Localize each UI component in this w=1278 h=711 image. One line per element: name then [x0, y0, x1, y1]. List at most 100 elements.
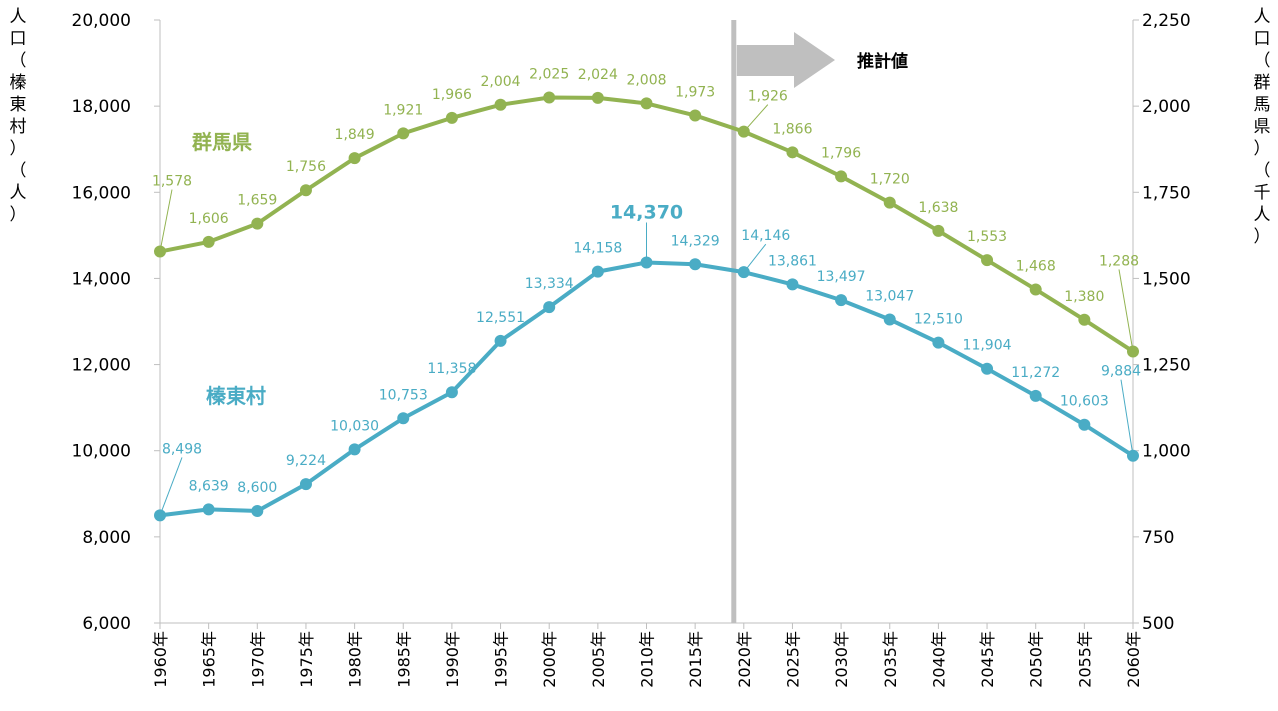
shinto-data-point — [397, 412, 410, 425]
x-tick-label: 1980年 — [346, 631, 365, 688]
shinto-data-point — [445, 386, 458, 399]
projection-layer: 推計値 — [731, 20, 908, 623]
shinto-data-point — [494, 334, 507, 347]
shinto-data-label: 14,146 — [741, 228, 790, 244]
shinto-label-leader — [743, 243, 767, 273]
shinto-data-label: 10,603 — [1060, 394, 1109, 410]
shinto-series-line — [159, 260, 1135, 518]
shinto-data-label: 12,551 — [476, 310, 525, 326]
shinto-data-point — [202, 503, 215, 516]
gunma-data-label: 1,720 — [870, 172, 910, 188]
shinto-data-label: 8,600 — [237, 480, 277, 496]
gunma-data-point — [835, 170, 848, 183]
gunma-data-label: 1,638 — [918, 200, 958, 216]
x-tick-label: 2060年 — [1124, 631, 1143, 688]
right-tick-label: 500 — [1142, 614, 1174, 634]
gunma-data-point — [1078, 313, 1091, 326]
shinto-series-name: 榛東村 — [206, 384, 266, 408]
gunma-data-label: 1,288 — [1099, 253, 1139, 269]
shinto-data-point — [299, 478, 312, 491]
x-tick-label: 1985年 — [394, 631, 413, 688]
shinto-data-label: 9,224 — [286, 453, 326, 469]
shinto-data-label: 9,884 — [1101, 364, 1141, 380]
gunma-data-label: 1,921 — [383, 102, 423, 118]
shinto-data-label: 11,358 — [427, 361, 476, 377]
gunma-data-label: 1,380 — [1064, 289, 1104, 305]
shinto-data-label: 10,030 — [330, 418, 379, 434]
x-tick-label: 2035年 — [881, 631, 900, 688]
x-tick-label: 2010年 — [638, 631, 657, 688]
gunma-data-label: 1,659 — [237, 193, 277, 209]
shinto-data-label: 13,861 — [768, 253, 817, 269]
projection-arrow — [736, 32, 835, 88]
gunma-series-name: 群馬県 — [191, 130, 252, 154]
shinto-data-label: 11,904 — [963, 338, 1012, 354]
axes-layer: 6,000 8,000 10,000 12,000 14,000 16,000 18,000… — [10, 7, 1271, 688]
gunma-data-label: 1,796 — [821, 145, 861, 161]
shinto-data-label: 12,510 — [914, 312, 963, 328]
shinto-data-point — [786, 278, 799, 291]
gunma-data-label: 2,008 — [626, 72, 666, 88]
left-tick-label: 10,000 — [72, 442, 131, 462]
shinto-data-label: 10,753 — [379, 387, 428, 403]
x-tick-label: 1990年 — [443, 631, 462, 688]
gunma-data-label: 2,024 — [578, 67, 618, 83]
left-tick-label: 8,000 — [82, 528, 131, 548]
x-tick-label: 2055年 — [1075, 631, 1094, 688]
x-tick-label: 1960年 — [151, 631, 170, 688]
x-tick-label: 2020年 — [735, 631, 754, 688]
gunma-data-label: 1,849 — [335, 127, 375, 143]
gunma-data-point — [640, 97, 653, 110]
gunma-data-point — [299, 184, 312, 197]
left-tick-label: 20,000 — [72, 11, 131, 31]
gunma-data-label: 2,025 — [529, 67, 569, 83]
x-tick-label: 1970年 — [248, 631, 267, 688]
gunma-data-label: 1,966 — [432, 87, 472, 103]
right-tick-label: 750 — [1142, 528, 1174, 548]
gunma-data-point — [786, 146, 799, 159]
left-tick-label: 14,000 — [72, 269, 131, 289]
shinto-data-point — [251, 505, 264, 518]
right-tick-label: 1,500 — [1142, 269, 1191, 289]
gunma-data-point — [397, 127, 410, 140]
x-tick-label: 2015年 — [686, 631, 705, 688]
gunma-data-point — [883, 196, 896, 209]
gunma-data-point — [543, 91, 556, 104]
projection-label: 推計値 — [857, 51, 908, 72]
shinto-data-point — [932, 336, 945, 349]
left-tick-label: 16,000 — [72, 183, 131, 203]
shinto-data-point — [883, 313, 896, 326]
gunma-data-point — [445, 111, 458, 124]
left-tick-label: 6,000 — [82, 614, 131, 634]
shinto-data-label: 13,047 — [865, 288, 914, 304]
gunma-data-label: 1,553 — [967, 229, 1007, 245]
shinto-data-label: 8,498 — [162, 441, 202, 457]
x-tick-label: 2030年 — [832, 631, 851, 688]
left-tick-label: 18,000 — [72, 97, 131, 117]
gunma-data-label: 1,756 — [286, 159, 326, 175]
x-tick-label: 2000年 — [540, 631, 559, 688]
right-tick-label: 2,250 — [1142, 11, 1191, 31]
gunma-data-point — [1029, 283, 1042, 296]
shinto-peak-label: 14,370 — [610, 201, 683, 223]
shinto-data-point — [348, 443, 361, 456]
gunma-label-leader — [743, 104, 769, 132]
gunma-data-point — [981, 254, 994, 267]
gunma-data-point — [689, 109, 702, 122]
x-tick-label: 2005年 — [589, 631, 608, 688]
shinto-label-leader — [1120, 379, 1134, 456]
shinto-data-point — [1029, 389, 1042, 402]
shinto-data-label: 13,497 — [817, 269, 866, 285]
shinto-data-label: 13,334 — [525, 276, 574, 292]
shinto-data-point — [543, 301, 556, 314]
right-tick-label: 1,750 — [1142, 183, 1191, 203]
gunma-data-label: 1,468 — [1016, 258, 1056, 274]
x-tick-label: 1975年 — [297, 631, 316, 688]
data-labels-layer: 1,578 1,606 1,659 1,756 1,849 1,921 1,966 2,004… — [152, 67, 1141, 516]
gunma-data-label: 1,606 — [189, 211, 229, 227]
gunma-data-point — [932, 224, 945, 237]
shinto-data-label: 14,158 — [573, 241, 622, 257]
gunma-data-label: 1,926 — [748, 89, 788, 105]
x-tick-label: 2040年 — [929, 631, 948, 688]
